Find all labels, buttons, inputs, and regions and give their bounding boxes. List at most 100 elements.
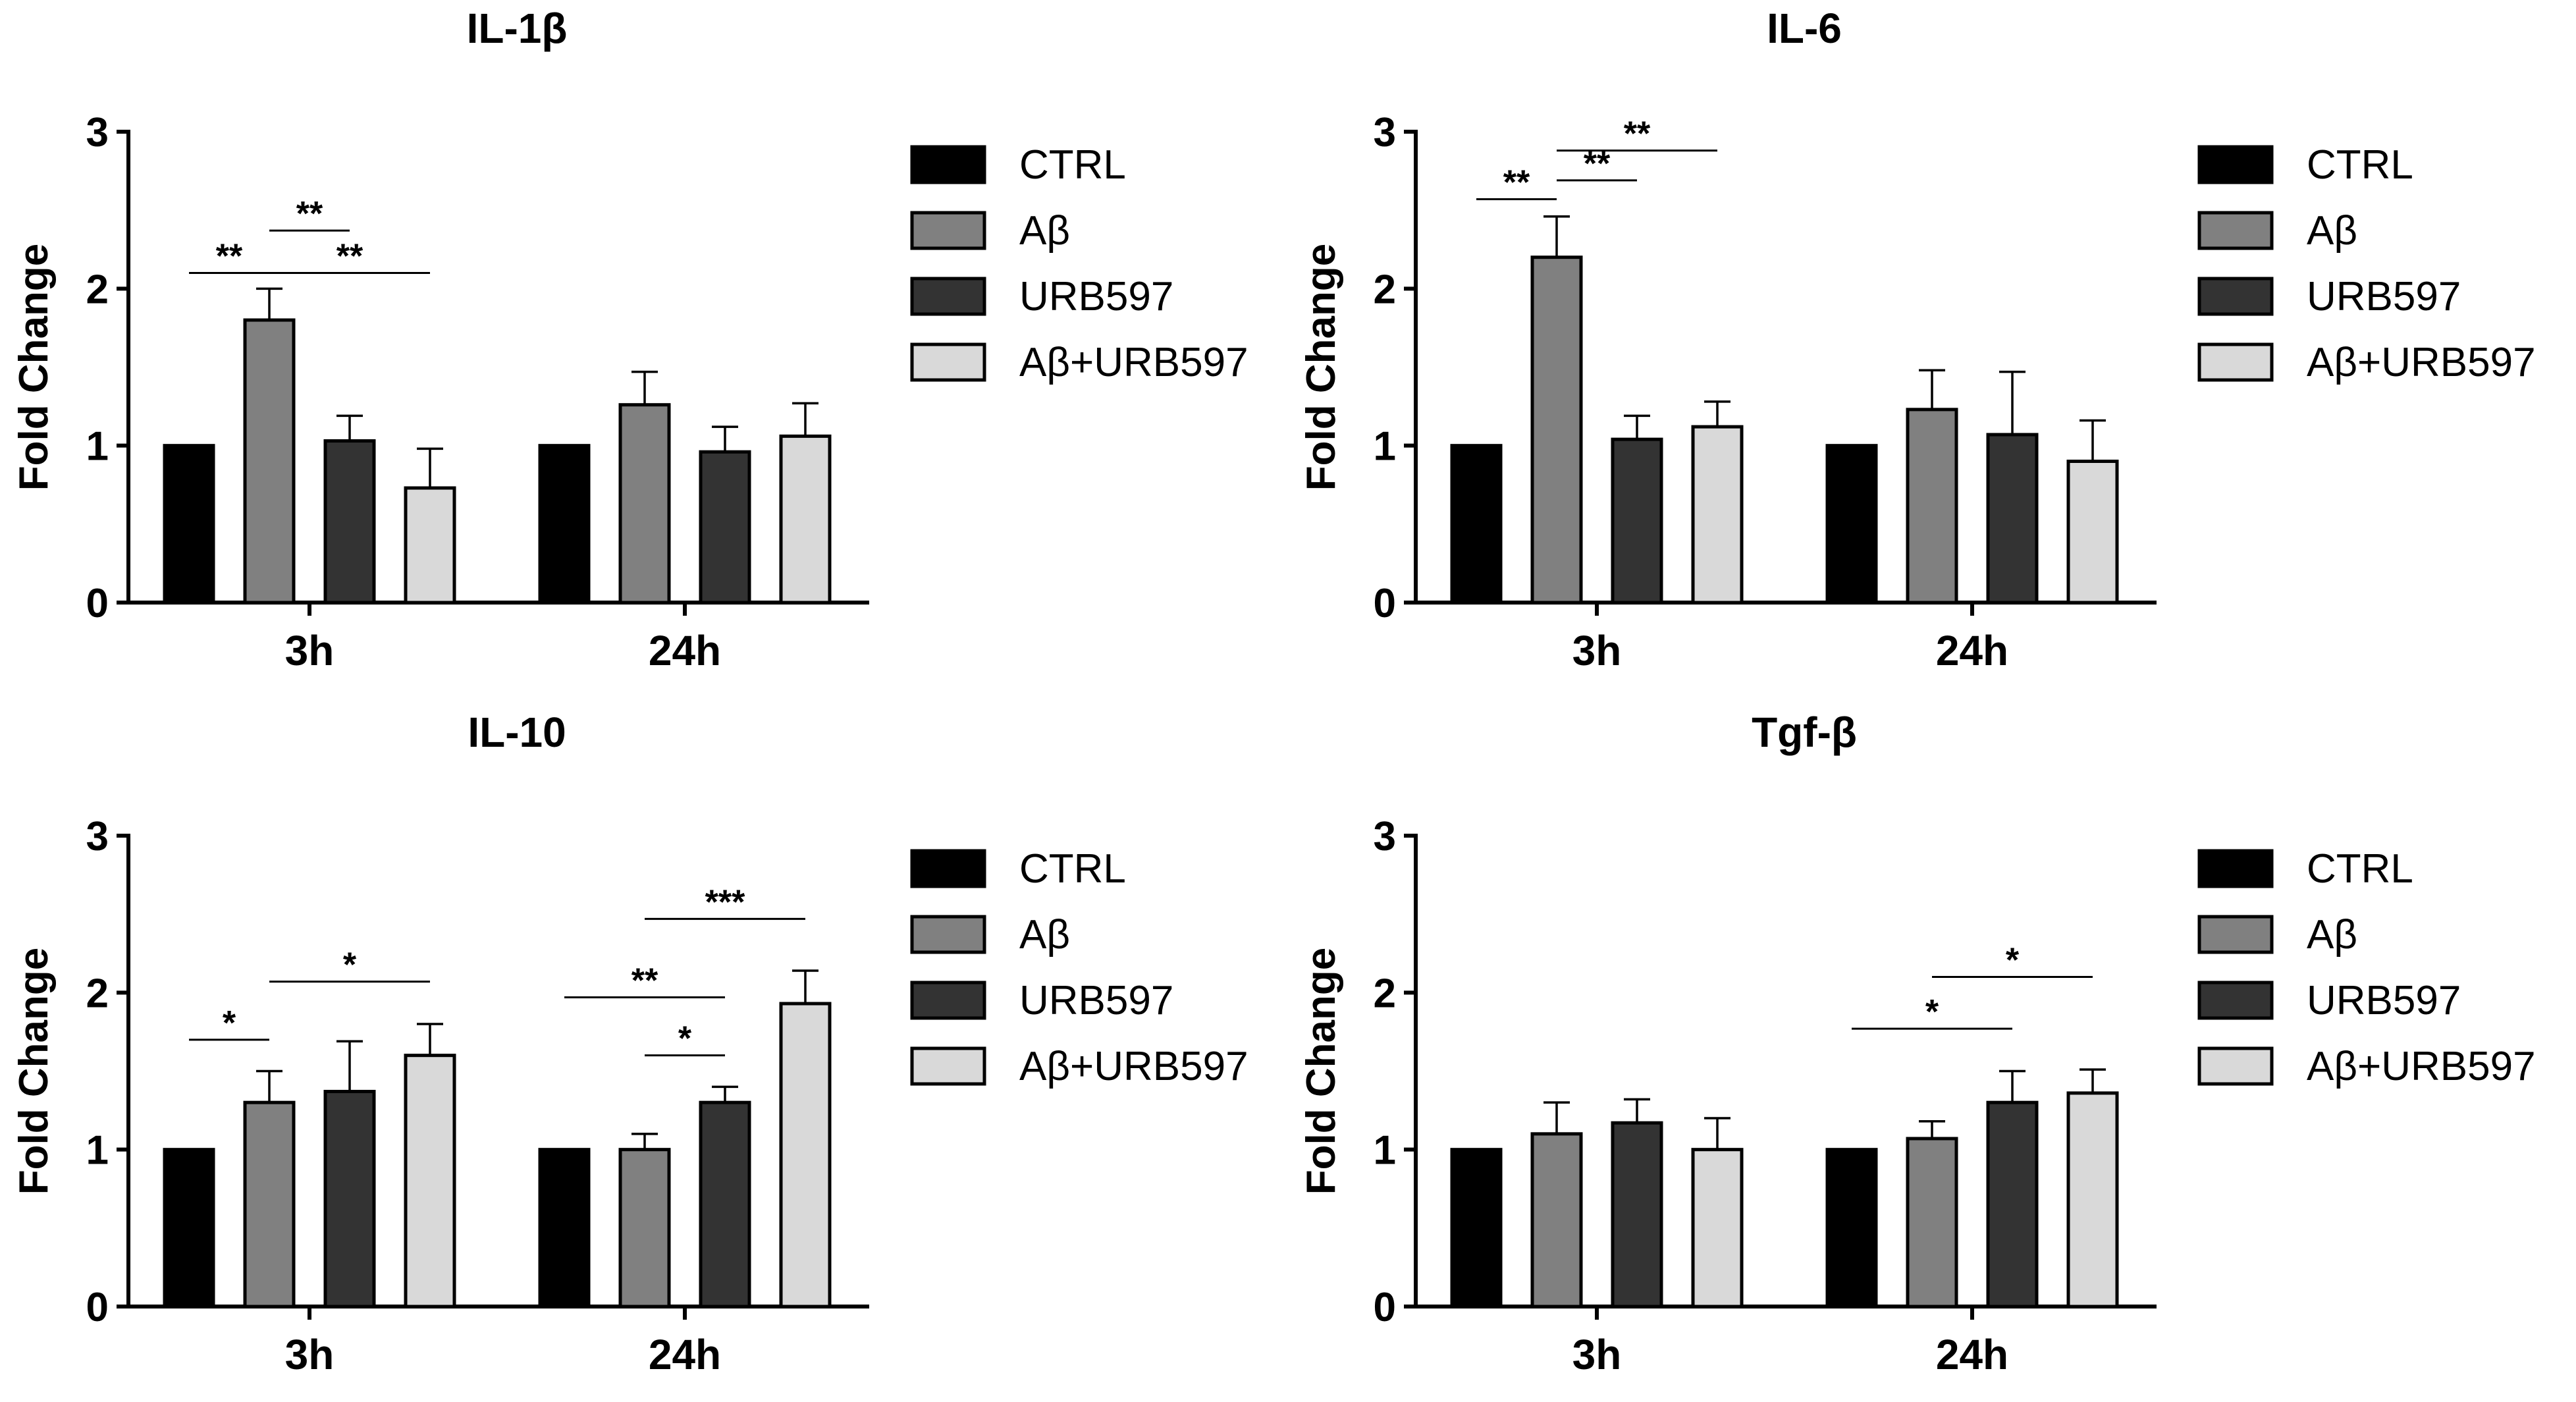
legend-label: Aβ+URB597	[2307, 1044, 2536, 1089]
bar-Aβ	[618, 403, 671, 605]
significance-marker: *	[2006, 942, 2020, 980]
bar-Aβ+URB597	[779, 1002, 832, 1308]
legend-label: Aβ	[2307, 208, 2357, 254]
legend-swatch	[910, 915, 986, 954]
y-tick-label: 1	[1374, 424, 1396, 470]
bar-Aβ+URB597	[779, 434, 832, 605]
significance-marker: **	[631, 961, 658, 1000]
legend-label: Aβ+URB597	[2307, 340, 2536, 385]
legend-swatch	[910, 1046, 986, 1086]
chart-svg: IL-1β Fold Change 0 1 2 3 3h 24h ** ** ** CTRL Aβ URB…	[11, 5, 1248, 674]
bar-Aβ	[1906, 408, 1958, 605]
chart-panel-il6: IL-6 Fold Change 0 1 2 3 3h 24h ** ** ** CTRL Aβ URB5…	[1287, 0, 2571, 698]
y-tick-label: 2	[1374, 971, 1396, 1016]
legend-label: URB597	[1019, 978, 1173, 1023]
x-tick-label: 24h	[1936, 1331, 2008, 1378]
legend-label: Aβ	[2307, 912, 2357, 957]
significance-marker: **	[296, 195, 323, 233]
legend-swatch	[910, 981, 986, 1020]
x-tick-label: 3h	[1572, 627, 1622, 674]
legend-label: CTRL	[1019, 846, 1126, 892]
bar-Aβ+URB597	[1691, 425, 1744, 605]
legend-label: CTRL	[1019, 142, 1126, 188]
legend-label: Aβ	[1019, 912, 1070, 957]
y-tick-label: 1	[86, 1128, 109, 1173]
bar-URB597	[699, 1100, 751, 1308]
x-tick-label: 24h	[649, 627, 721, 674]
bar-CTRL	[1825, 1148, 1878, 1308]
bar-URB597	[699, 450, 751, 605]
chart-panel-tgfb: Tgf-β Fold Change 0 1 2 3 3h 24h * * CTRL Aβ URB597 A…	[1287, 704, 2571, 1402]
bar-Aβ	[1530, 256, 1583, 605]
x-tick-label: 3h	[285, 1331, 335, 1378]
y-tick-label: 1	[86, 424, 109, 470]
legend-swatch	[910, 849, 986, 888]
y-axis-label: Fold Change	[11, 244, 57, 491]
legend-label: Aβ+URB597	[1019, 340, 1248, 385]
chart-svg: Tgf-β Fold Change 0 1 2 3 3h 24h * * CTRL Aβ URB597 A…	[1299, 709, 2536, 1378]
legend-swatch	[2197, 915, 2274, 954]
bar-URB597	[1611, 437, 1663, 605]
bar-CTRL	[1825, 444, 1878, 605]
chart-panel-il10: IL-10 Fold Change 0 1 2 3 3h 24h * * ** * *** CTRL Aβ U…	[0, 704, 1284, 1402]
significance-marker: *	[343, 946, 357, 984]
x-tick-label: 24h	[649, 1331, 721, 1378]
bar-Aβ	[243, 318, 296, 605]
chart-title: Tgf-β	[1752, 709, 1857, 756]
bar-Aβ+URB597	[404, 1054, 456, 1308]
bar-CTRL	[538, 1148, 591, 1308]
significance-marker: **	[1503, 163, 1530, 202]
bar-Aβ	[243, 1100, 296, 1308]
y-tick-label: 0	[1374, 1285, 1396, 1330]
bar-Aβ+URB597	[2066, 1091, 2119, 1308]
bar-URB597	[1986, 1100, 2039, 1308]
legend-swatch	[2197, 849, 2274, 888]
x-tick-label: 3h	[1572, 1331, 1622, 1378]
bar-Aβ+URB597	[1691, 1148, 1744, 1308]
bar-URB597	[323, 439, 376, 605]
legend-label: CTRL	[2307, 142, 2413, 188]
chart-title: IL-1β	[467, 5, 568, 52]
legend-swatch	[2197, 981, 2274, 1020]
y-axis-label: Fold Change	[1299, 244, 1344, 491]
x-tick-label: 3h	[285, 627, 335, 674]
bar-CTRL	[163, 444, 215, 605]
legend-swatch	[910, 211, 986, 250]
chart-title: IL-10	[468, 709, 566, 756]
y-tick-label: 3	[86, 814, 109, 859]
legend-swatch	[2197, 342, 2274, 382]
y-tick-label: 0	[1374, 581, 1396, 626]
y-tick-label: 3	[1374, 814, 1396, 859]
significance-marker: *	[223, 1004, 236, 1042]
y-tick-label: 3	[86, 110, 109, 155]
legend-label: Aβ+URB597	[1019, 1044, 1248, 1089]
y-axis-label: Fold Change	[11, 948, 57, 1195]
y-tick-label: 1	[1374, 1128, 1396, 1173]
legend-swatch	[910, 145, 986, 184]
legend-label: Aβ	[1019, 208, 1070, 254]
bar-URB597	[1986, 433, 2039, 605]
bar-URB597	[1611, 1121, 1663, 1308]
legend-swatch	[910, 342, 986, 382]
legend-swatch	[910, 277, 986, 316]
chart-panel-il1b: IL-1β Fold Change 0 1 2 3 3h 24h ** ** ** CTRL Aβ URB…	[0, 0, 1284, 698]
legend-swatch	[2197, 145, 2274, 184]
bar-Aβ	[1530, 1132, 1583, 1308]
y-axis-label: Fold Change	[1299, 948, 1344, 1195]
bar-Aβ	[1906, 1137, 1958, 1308]
chart-title: IL-6	[1767, 5, 1842, 52]
y-tick-label: 0	[86, 581, 109, 626]
y-tick-label: 3	[1374, 110, 1396, 155]
bar-Aβ+URB597	[2066, 460, 2119, 605]
bar-CTRL	[1450, 1148, 1503, 1308]
legend-label: URB597	[1019, 274, 1173, 319]
legend-label: URB597	[2307, 978, 2461, 1023]
significance-marker: ***	[705, 883, 745, 921]
bar-CTRL	[163, 1148, 215, 1308]
bar-CTRL	[538, 444, 591, 605]
legend-swatch	[2197, 1046, 2274, 1086]
y-tick-label: 2	[86, 267, 109, 312]
x-tick-label: 24h	[1936, 627, 2008, 674]
